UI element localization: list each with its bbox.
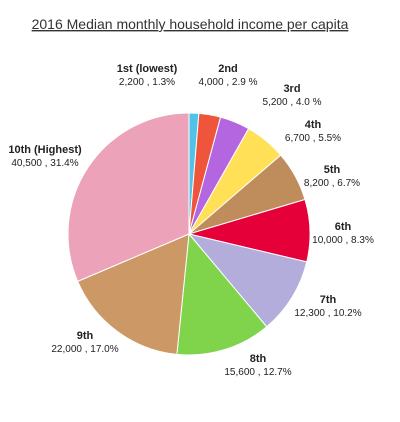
- slices-group: [67, 112, 311, 356]
- slice-label-value-3: 5,200 , 4.0 %: [263, 97, 322, 108]
- slice-label-name-6: 6th: [335, 221, 352, 233]
- labels-group: 1st (lowest) 2,200 , 1.3% 2nd 4,000 , 2.9 %…: [8, 63, 374, 378]
- slice-label-name-4: 4th: [305, 119, 322, 131]
- slice-label-value-5: 8,200 , 6.7%: [304, 178, 360, 189]
- pie-slice-8: [176, 232, 268, 356]
- slice-label-name-3: 3rd: [283, 83, 300, 95]
- slice-label-value-9: 22,000 , 17.0%: [51, 344, 118, 355]
- slice-label-name-5: 5th: [324, 164, 341, 176]
- slice-label-value-7: 12,300 , 10.2%: [294, 308, 361, 319]
- slice-label-name-2: 2nd: [218, 63, 238, 75]
- pie-slice-7: [187, 233, 308, 328]
- pie-slice-9: [76, 233, 190, 355]
- slice-label-name-10: 10th (Highest): [8, 144, 82, 156]
- slice-label-name-1: 1st (lowest): [117, 63, 178, 75]
- slice-label-name-8: 8th: [250, 353, 267, 365]
- slice-label-value-1: 2,200 , 1.3%: [119, 77, 175, 88]
- slice-label-name-7: 7th: [320, 294, 337, 306]
- chart-title: 2016 Median monthly household income per…: [32, 16, 349, 32]
- slice-label-name-9: 9th: [77, 330, 94, 342]
- slice-label-value-2: 4,000 , 2.9 %: [199, 77, 258, 88]
- slice-label-value-8: 15,600 , 12.7%: [224, 367, 291, 378]
- slice-label-value-4: 6,700 , 5.5%: [285, 133, 341, 144]
- slice-label-value-6: 10,000 , 8.3%: [312, 235, 374, 246]
- pie-slice-10: [67, 112, 190, 283]
- slice-label-value-10: 40,500 , 31.4%: [11, 158, 78, 169]
